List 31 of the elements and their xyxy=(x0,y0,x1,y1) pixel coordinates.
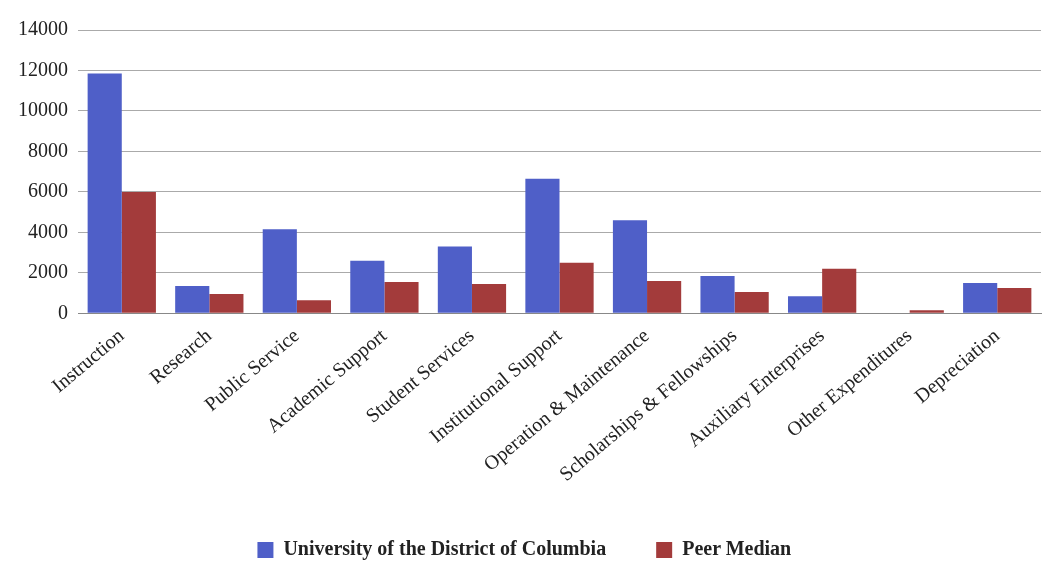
bar xyxy=(997,288,1032,313)
bar xyxy=(121,191,156,313)
bar xyxy=(734,292,769,313)
y-tick-label: 14000 xyxy=(18,17,68,40)
bar xyxy=(822,268,857,313)
bar xyxy=(909,310,944,313)
bar xyxy=(262,229,297,313)
y-tick-label: 10000 xyxy=(18,98,68,121)
bar xyxy=(612,220,648,313)
bar xyxy=(87,73,122,313)
y-tick-label: 0 xyxy=(58,300,68,323)
bar xyxy=(525,178,560,313)
y-tick-label: 12000 xyxy=(18,57,68,80)
y-tick-label: 4000 xyxy=(28,219,68,242)
bar xyxy=(700,275,735,313)
bar xyxy=(647,280,682,313)
y-tick-label: 6000 xyxy=(28,179,68,202)
y-tick-label: 2000 xyxy=(28,260,68,283)
bar xyxy=(559,262,594,313)
bar xyxy=(384,281,419,313)
bar xyxy=(209,294,244,313)
bar xyxy=(787,296,823,313)
y-tick-label: 8000 xyxy=(28,138,68,161)
bar xyxy=(296,300,332,313)
bar xyxy=(963,282,998,313)
bar xyxy=(350,260,385,313)
bar xyxy=(175,286,210,313)
bar xyxy=(437,246,472,313)
legend-label: University of the District of Columbia xyxy=(283,537,607,561)
bar xyxy=(471,283,507,313)
legend-label: Peer Median xyxy=(682,537,792,560)
